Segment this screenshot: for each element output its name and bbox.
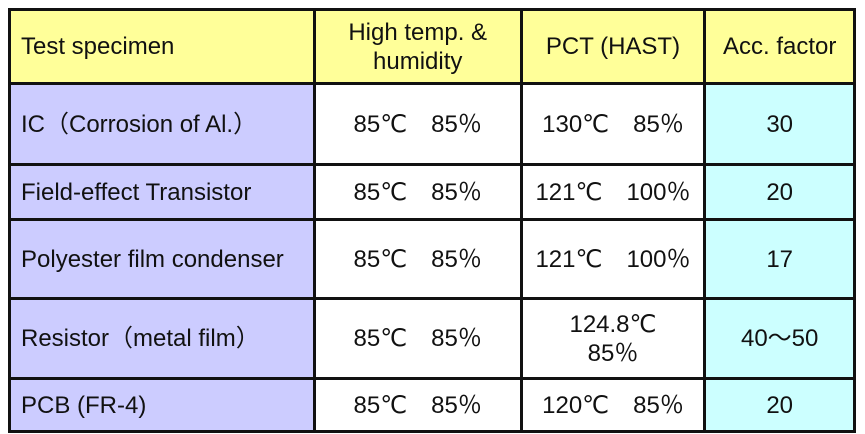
header-pct-hast: PCT (HAST) xyxy=(519,8,707,85)
header-acc-factor: Acc. factor xyxy=(703,8,856,85)
pct-hast-cell: 121℃ 100％ xyxy=(519,163,707,221)
specimen-cell: Polyester film condenser xyxy=(8,218,316,300)
high-temp-humidity-cell: 85℃ 85％ xyxy=(312,163,523,221)
pct-hast-cell: 130℃ 85％ xyxy=(519,82,707,166)
high-temp-humidity-cell: 85℃ 85％ xyxy=(312,297,523,380)
high-temp-humidity-cell: 85℃ 85％ xyxy=(312,377,523,433)
high-temp-humidity-cell: 85℃ 85％ xyxy=(312,218,523,300)
table-row: PCB (FR-4) 85℃ 85％ 120℃ 85％ 20 xyxy=(8,377,856,433)
header-row: Test specimen High temp. & humidity PCT … xyxy=(8,8,856,85)
acc-factor-cell: 40～50 xyxy=(703,297,856,380)
table-row: Field-effect Transistor 85℃ 85％ 121℃ 100… xyxy=(8,163,856,221)
specimen-cell: Resistor（metal film） xyxy=(8,297,316,380)
high-temp-humidity-cell: 85℃ 85％ xyxy=(312,82,523,166)
acc-factor-cell: 17 xyxy=(703,218,856,300)
pct-hast-cell: 121℃ 100％ xyxy=(519,218,707,300)
specimen-cell: Field-effect Transistor xyxy=(8,163,316,221)
table-row: Resistor（metal film） 85℃ 85％ 124.8℃ 85％ … xyxy=(8,297,856,380)
acc-factor-cell: 30 xyxy=(703,82,856,166)
specimen-cell: IC（Corrosion of Al.） xyxy=(8,82,316,166)
table-row: Polyester film condenser 85℃ 85％ 121℃ 10… xyxy=(8,218,856,300)
specimen-cell: PCB (FR-4) xyxy=(8,377,316,433)
table-row: IC（Corrosion of Al.） 85℃ 85％ 130℃ 85％ 30 xyxy=(8,82,856,166)
header-test-specimen: Test specimen xyxy=(8,8,316,85)
test-conditions-table: Test specimen High temp. & humidity PCT … xyxy=(8,8,856,433)
acc-factor-cell: 20 xyxy=(703,163,856,221)
pct-hast-cell: 120℃ 85％ xyxy=(519,377,707,433)
header-high-temp-humidity: High temp. & humidity xyxy=(312,8,523,85)
acc-factor-cell: 20 xyxy=(703,377,856,433)
pct-hast-cell: 124.8℃ 85％ xyxy=(519,297,707,380)
